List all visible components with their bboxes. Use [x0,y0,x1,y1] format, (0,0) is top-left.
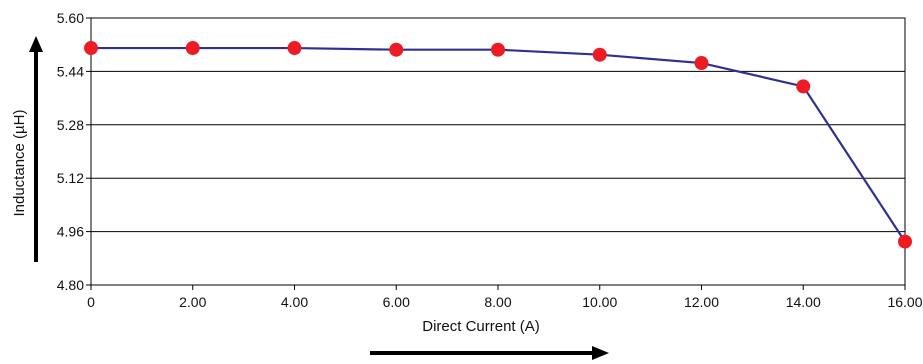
y-tick-label: 4.80 [57,277,84,293]
data-point [84,41,98,56]
data-point [592,47,607,62]
y-tick-label: 5.12 [57,170,84,186]
data-point [287,41,302,56]
x-axis-ticks: 0 2.00 4.00 6.00 8.00 10.00 12.00 14.00 16.00 [87,285,923,310]
x-tick-label: 10.00 [582,294,617,310]
x-tick-label: 16.00 [887,294,922,310]
y-tick-label: 5.60 [57,10,84,26]
data-point [796,79,811,94]
y-tick-label: 4.96 [57,224,84,240]
data-point [491,42,505,57]
x-tick-label: 14.00 [786,294,821,310]
x-tick-label: 4.00 [281,294,308,310]
series-line [91,46,906,243]
data-point [185,41,200,56]
x-tick-label: 0 [87,294,95,310]
data-point [898,234,912,249]
grid-lines [91,17,905,286]
y-axis-title: Inductance (µH) [11,109,28,216]
plot-frame [90,17,906,286]
data-points [84,41,912,249]
x-tick-label: 6.00 [383,294,410,310]
y-tick-label: 5.28 [57,117,84,133]
x-tick-label: 8.00 [484,294,511,310]
y-axis-ticks: 4.80 4.96 5.12 5.28 5.44 5.60 [57,10,91,293]
data-point [694,56,709,71]
x-tick-label: 12.00 [684,294,719,310]
data-point [389,42,404,57]
y-axis-arrow [29,36,43,262]
x-axis-title: Direct Current (A) [422,318,540,335]
x-tick-label: 2.00 [179,294,206,310]
y-tick-label: 5.44 [57,63,84,79]
x-axis-arrow [370,346,609,360]
